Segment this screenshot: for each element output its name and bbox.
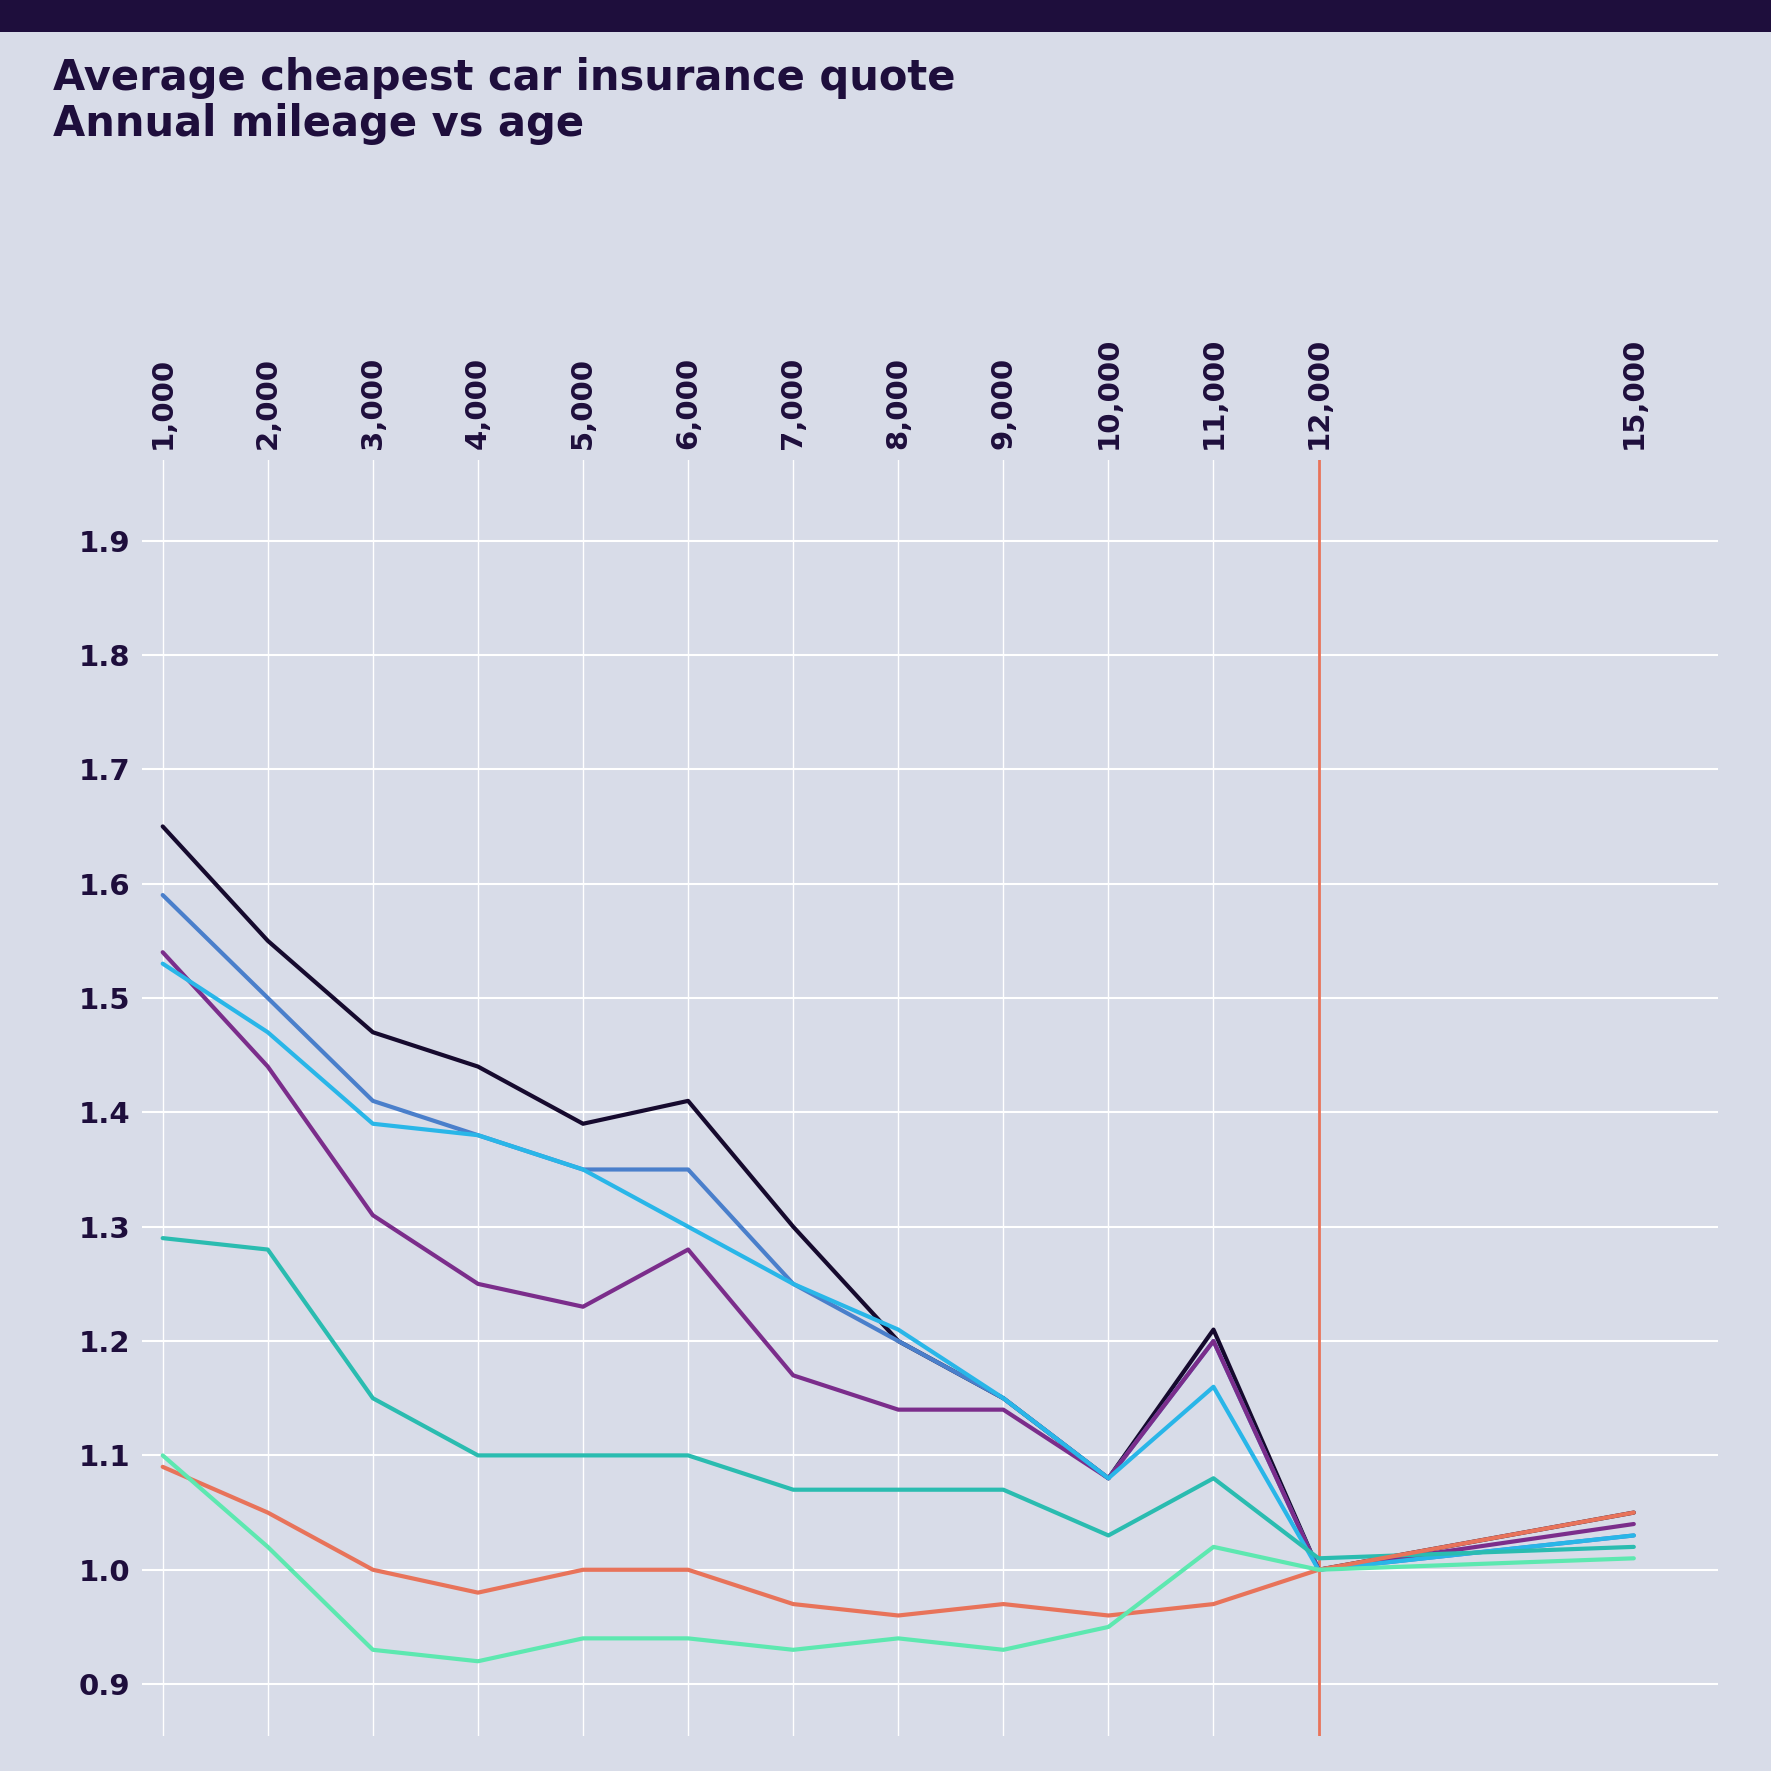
Text: Annual mileage vs age: Annual mileage vs age [53,103,584,145]
Text: Average cheapest car insurance quote: Average cheapest car insurance quote [53,57,956,99]
